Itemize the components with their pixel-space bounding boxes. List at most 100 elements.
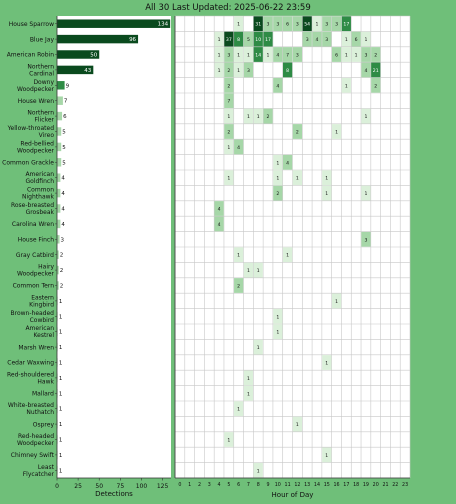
heatmap-cell-value: 2 bbox=[227, 83, 230, 89]
heatmap-cell-value: 1 bbox=[355, 53, 358, 59]
heatmap-cell-value: 6 bbox=[355, 37, 358, 43]
heatmap-cell-value: 3 bbox=[296, 53, 299, 59]
heatmap-cell-value: 7 bbox=[286, 53, 289, 59]
heatmap-cell-value: 1 bbox=[227, 176, 230, 182]
bar-value-label: 1 bbox=[59, 391, 63, 397]
species-label: Woodpecker bbox=[17, 440, 54, 447]
heatmap-cell-value: 1 bbox=[237, 407, 240, 413]
heatmap-cell bbox=[224, 77, 234, 93]
heatmap-cell-value: 1 bbox=[257, 268, 260, 274]
heatmap-cell bbox=[273, 324, 283, 340]
heatmap-cell-value: 4 bbox=[364, 68, 367, 74]
heatmap-cell-value: 2 bbox=[227, 130, 230, 136]
heatmap-cell bbox=[331, 47, 342, 62]
heatmap-cell bbox=[273, 185, 283, 201]
bar-value-label: 4 bbox=[61, 222, 65, 228]
heatmap-cell-value: 3 bbox=[306, 37, 309, 43]
heatmap-cell bbox=[273, 77, 283, 93]
species-label: Hairy bbox=[38, 264, 54, 271]
bar bbox=[57, 173, 61, 182]
heatmap-cell bbox=[263, 16, 273, 32]
heatmap-cell-value: 6 bbox=[286, 22, 289, 28]
hour-tick-label: 11 bbox=[285, 482, 291, 488]
heatmap-cell-value: 1 bbox=[237, 68, 240, 74]
heatmap-cell-value: 3 bbox=[227, 53, 230, 59]
species-label: Kingbird bbox=[29, 301, 54, 308]
heatmap-cell bbox=[341, 16, 351, 32]
bar-value-label: 2 bbox=[60, 253, 64, 259]
heatmap-cell bbox=[292, 170, 302, 186]
heatmap-cell bbox=[371, 77, 381, 93]
heatmap-cell bbox=[224, 432, 234, 447]
heatmap-cell bbox=[243, 385, 254, 401]
heatmap-cell-value: 54 bbox=[304, 22, 310, 28]
species-label: Grosbeak bbox=[26, 209, 55, 216]
heatmap-cell bbox=[322, 185, 332, 201]
heatmap-cell bbox=[253, 462, 263, 478]
bar-value-label: 1 bbox=[59, 330, 63, 336]
heatmap-cell-value: 1 bbox=[325, 453, 328, 459]
heatmap-cell-value: 1 bbox=[364, 37, 367, 43]
species-label: Osprey bbox=[33, 421, 55, 428]
species-label: House Sparrow bbox=[9, 21, 54, 28]
heatmap-cell-value: 1 bbox=[247, 114, 250, 120]
heatmap-cell bbox=[243, 62, 254, 78]
heatmap-cell-value: 3 bbox=[276, 22, 279, 28]
species-labels: House Sparrow Blue Jay American Robin North… bbox=[2, 21, 57, 478]
heatmap-cell-value: 1 bbox=[276, 176, 279, 182]
bar-x-tick-label: 75 bbox=[117, 483, 125, 490]
species-label: Vireo bbox=[39, 132, 55, 139]
heatmap-cell-value: 1 bbox=[237, 53, 240, 59]
heatmap-grid bbox=[174, 15, 411, 479]
heatmap-cell-value: 2 bbox=[237, 284, 240, 290]
heatmap-cell bbox=[302, 16, 312, 32]
bar bbox=[57, 450, 58, 460]
heatmap-cell-value: 3 bbox=[335, 22, 338, 28]
bar bbox=[57, 281, 59, 290]
bar bbox=[57, 327, 58, 336]
chart-title: All 30 Last Updated: 2025-06-22 23:59 bbox=[145, 3, 311, 13]
heatmap-cell-value: 4 bbox=[276, 53, 279, 59]
species-label: American Robin bbox=[7, 52, 55, 59]
species-label: American bbox=[25, 325, 54, 332]
heatmap-cell bbox=[361, 31, 371, 47]
heatmap-cell-value: 1 bbox=[325, 361, 328, 367]
heatmap-cell bbox=[214, 31, 224, 47]
bar-value-label: 3 bbox=[61, 237, 65, 243]
bar-panel bbox=[57, 16, 171, 478]
species-label: Nuthatch bbox=[26, 409, 54, 416]
species-label: White-breasted bbox=[8, 402, 54, 409]
bar-value-label: 134 bbox=[158, 22, 169, 28]
bar-value-label: 6 bbox=[63, 114, 67, 120]
species-label: Cowbird bbox=[30, 317, 55, 324]
heatmap-cell-value: 31 bbox=[255, 22, 261, 28]
bar-value-label: 1 bbox=[59, 453, 63, 459]
heatmap-cell-value: 1 bbox=[257, 468, 260, 474]
heatmap-cell-value: 1 bbox=[247, 376, 250, 382]
heatmap-cell bbox=[331, 293, 342, 309]
hour-tick-label: 22 bbox=[392, 482, 398, 488]
bar-value-label: 4 bbox=[61, 191, 65, 197]
heatmap-cell bbox=[273, 308, 283, 324]
bar-value-label: 1 bbox=[59, 376, 63, 382]
hour-tick-label: 13 bbox=[304, 482, 310, 488]
hour-tick-label: 7 bbox=[247, 482, 250, 488]
heatmap-cell bbox=[243, 262, 254, 278]
bar-value-label: 1 bbox=[59, 468, 63, 474]
bar-value-label: 9 bbox=[66, 83, 70, 89]
bar bbox=[57, 265, 59, 275]
heatmap-cell-value: 17 bbox=[265, 37, 271, 43]
bar bbox=[57, 158, 62, 167]
heatmap-cell-value: 1 bbox=[364, 191, 367, 197]
bar bbox=[57, 419, 58, 429]
heatmap-cell-value: 4 bbox=[218, 207, 221, 213]
heatmap-cell bbox=[292, 47, 302, 62]
species-label: Downy bbox=[33, 79, 54, 86]
bar-x-axis-label: Detections bbox=[95, 490, 133, 498]
heatmap-cell-value: 1 bbox=[345, 83, 348, 89]
heatmap-cell bbox=[361, 108, 371, 124]
hour-tick-label: 8 bbox=[257, 482, 260, 488]
hour-tick-label: 23 bbox=[402, 482, 408, 488]
heatmap-cell bbox=[214, 216, 224, 232]
heatmap-cell-value: 1 bbox=[316, 22, 319, 28]
